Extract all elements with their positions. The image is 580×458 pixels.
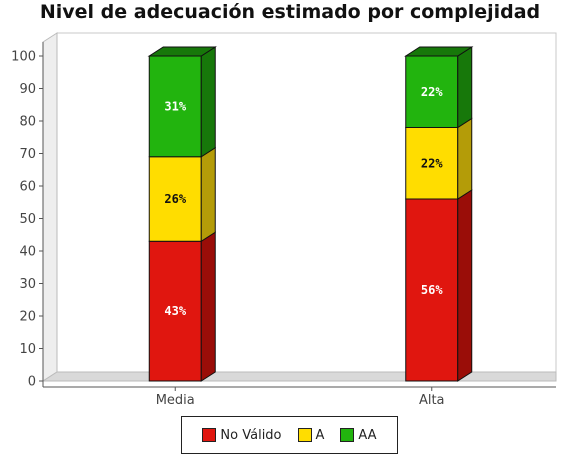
x-tick-label: Alta — [419, 393, 445, 408]
bar-top — [404, 46, 474, 57]
data-label: 31% — [164, 99, 186, 113]
bar-segment-side — [200, 46, 216, 158]
bar-segment-side — [200, 231, 216, 382]
legend: No Válido A AA — [181, 416, 398, 454]
y-tick-label: 0 — [28, 375, 36, 390]
data-label: 22% — [421, 85, 443, 99]
back-wall — [56, 32, 557, 373]
bars — [147, 46, 474, 382]
legend-item: AA — [340, 427, 377, 443]
y-tick-label: 70 — [19, 147, 36, 162]
legend-swatch — [297, 428, 312, 442]
y-tick-label: 90 — [19, 82, 36, 97]
y-tick-label: 50 — [19, 212, 36, 227]
y-tick-label: 20 — [19, 310, 36, 325]
y-tick-label: 30 — [19, 277, 36, 292]
bar-segment-side — [457, 189, 473, 382]
bar-segment — [405, 55, 459, 128]
legend-label: AA — [358, 427, 377, 443]
data-label: 43% — [164, 304, 186, 318]
data-label: 22% — [421, 156, 443, 170]
y-tick-label: 60 — [19, 180, 36, 195]
data-label: 56% — [421, 283, 443, 297]
axes: 0 10 20 30 40 50 60 70 80 90 100 Media Alta — [11, 42, 556, 408]
y-tick-label: 40 — [19, 245, 36, 260]
floor — [41, 371, 557, 382]
bar-segment — [405, 127, 459, 200]
left-wall — [42, 32, 58, 382]
bar-top — [147, 46, 217, 57]
bar-segment-side — [457, 46, 473, 129]
legend-swatch — [340, 428, 355, 442]
data-labels: 43% 26% 31% 56% 22% 22% — [164, 85, 443, 318]
bar-segment-side — [200, 146, 216, 243]
bar-segment — [148, 55, 202, 158]
legend-item: No Válido — [202, 427, 282, 443]
bar-segment-side — [457, 117, 473, 200]
chart-title: Nivel de adecuación estimado por complej… — [39, 1, 541, 23]
y-tick-label: 10 — [19, 342, 36, 357]
legend-label: A — [315, 427, 325, 443]
plot-walls — [41, 32, 557, 382]
legend-swatch — [202, 428, 217, 442]
legend-label: No Válido — [220, 427, 282, 443]
x-tick-label: Media — [156, 393, 195, 408]
y-tick-label: 80 — [19, 115, 36, 130]
legend-item: A — [297, 427, 325, 443]
data-label: 26% — [164, 192, 186, 206]
y-tick-label: 100 — [11, 50, 36, 65]
